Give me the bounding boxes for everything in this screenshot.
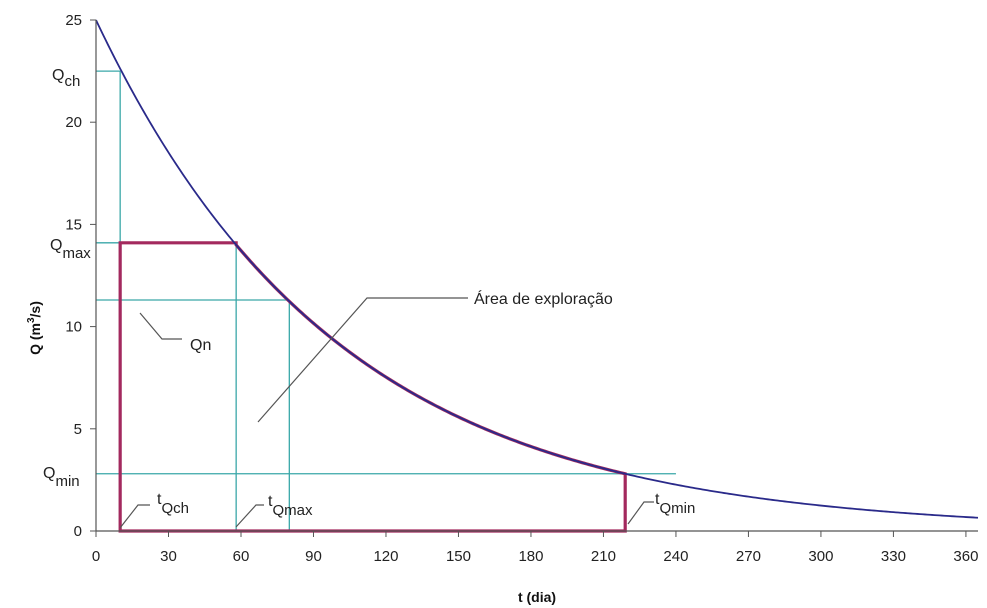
exploration-area [118,241,627,533]
qn-label: Qn [190,337,211,354]
x-tick-label: 30 [160,548,177,565]
axes [90,19,978,537]
x-tick-label: 360 [953,548,978,565]
t-qch-leader-line [119,504,150,529]
x-tick-label: 90 [305,548,322,565]
qmax-label: Qmax [50,237,91,262]
x-tick-label: 120 [373,548,398,565]
t-qmax-label: tQmax [268,493,313,519]
recession-curve [95,19,979,519]
annotation-leaders [119,297,654,529]
exploration-area-leader-line [257,297,468,423]
exploration-area-outline [118,241,627,533]
qmin-label: Qmin [43,465,80,490]
x-tick-label: 240 [663,548,688,565]
y-axis-title: Q (m3/s) [26,301,43,355]
qn-leader-line [139,312,182,340]
x-tick-label: 330 [881,548,906,565]
y-tick-label: 20 [65,114,82,131]
y-tick-label: 25 [65,12,82,29]
y-tick-label: 5 [74,421,82,438]
x-tick-label: 270 [736,548,761,565]
x-tick-label: 210 [591,548,616,565]
t-qmin-label: tQmin [655,491,695,517]
x-tick-label: 60 [233,548,250,565]
y-tick-label: 15 [65,216,82,233]
t-qch-label: tQch [157,491,189,517]
recession-curve-group [95,19,979,519]
tick-labels: 0 30 60 90 120 150 180 210 240 270 300 330 360 0 5 10 15… [65,12,978,565]
exploration-area-label: Área de exploração [474,289,613,308]
x-tick-label: 150 [446,548,471,565]
x-tick-label: 300 [808,548,833,565]
y-tick-label: 0 [74,523,82,540]
x-axis-title: t (dia) [518,589,556,605]
qch-label: Qch [52,67,80,90]
t-qmin-leader-line [627,501,654,525]
y-tick-label: 10 [65,319,82,336]
x-tick-label: 180 [518,548,543,565]
x-tick-label: 0 [92,548,100,565]
t-qmax-leader-line [235,504,264,528]
